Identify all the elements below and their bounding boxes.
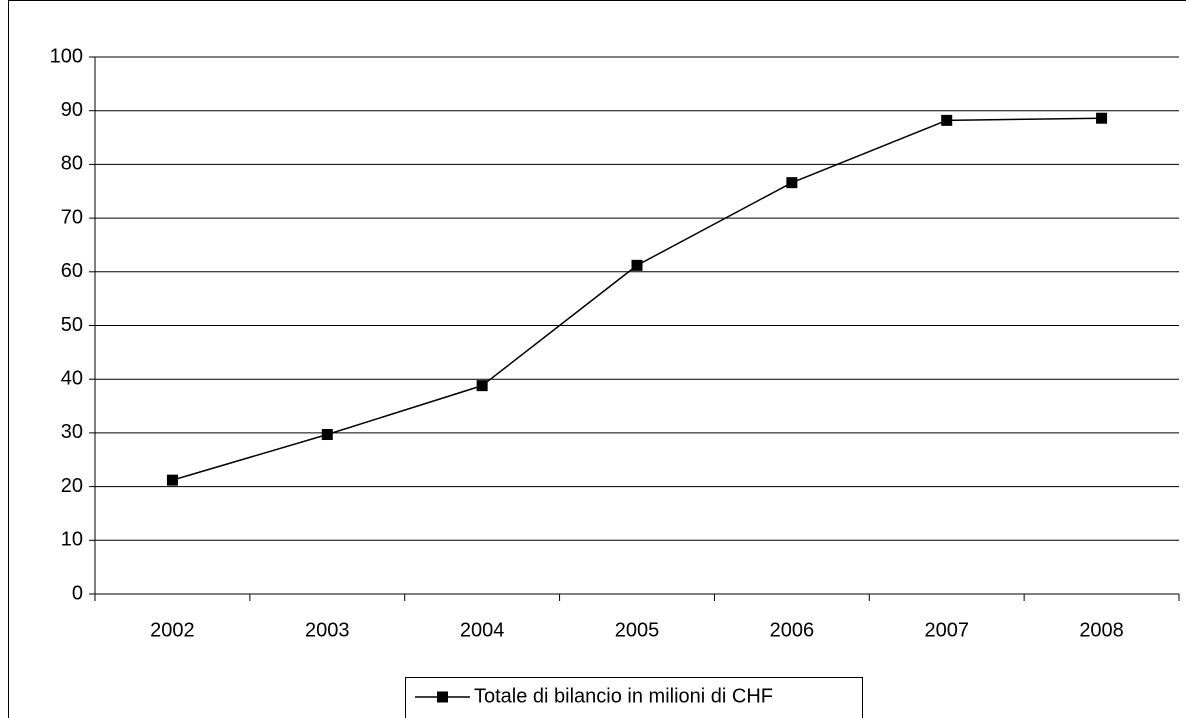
x-tick-label: 2008: [1079, 619, 1124, 641]
x-tick-label: 2002: [150, 619, 195, 641]
y-tick-label: 80: [61, 153, 83, 175]
data-point: [476, 380, 488, 392]
y-tick-label: 50: [61, 314, 83, 336]
y-tick-label: 70: [61, 206, 83, 228]
x-tick-label: 2004: [460, 619, 505, 641]
y-tick-label: 10: [61, 529, 83, 551]
legend-marker: [437, 691, 448, 703]
x-tick-label: 2007: [924, 619, 969, 641]
data-point: [1096, 112, 1108, 124]
x-tick-label: 2003: [305, 619, 350, 641]
y-tick-label: 40: [61, 367, 83, 389]
data-point: [631, 259, 643, 271]
y-tick-label: 20: [61, 475, 83, 497]
legend-label: Totale di bilancio in milioni di CHF: [474, 685, 773, 707]
data-point: [166, 474, 178, 486]
y-tick-label: 90: [61, 99, 83, 121]
data-point: [941, 114, 953, 126]
y-tick-label: 0: [72, 582, 83, 604]
chart-frame: [8, 0, 1186, 718]
y-tick-label: 60: [61, 260, 83, 282]
y-tick-label: 100: [50, 45, 83, 67]
x-tick-label: 2005: [615, 619, 660, 641]
data-point: [786, 177, 798, 189]
data-point: [321, 429, 333, 441]
y-tick-label: 30: [61, 421, 83, 443]
legend: Totale di bilancio in milioni di CHF: [405, 677, 863, 718]
legend-box: [405, 677, 863, 718]
x-tick-label: 2006: [770, 619, 815, 641]
